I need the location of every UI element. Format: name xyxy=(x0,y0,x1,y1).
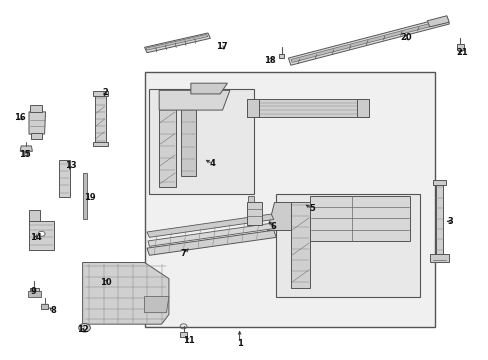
Text: 9: 9 xyxy=(31,287,37,296)
Polygon shape xyxy=(288,17,448,65)
Polygon shape xyxy=(290,19,447,62)
Polygon shape xyxy=(82,262,168,324)
Text: 1: 1 xyxy=(236,339,242,348)
Text: 17: 17 xyxy=(215,42,227,51)
Polygon shape xyxy=(93,91,108,96)
Text: 12: 12 xyxy=(77,325,88,334)
Polygon shape xyxy=(27,291,41,297)
Polygon shape xyxy=(278,54,284,58)
Polygon shape xyxy=(29,112,45,134)
Polygon shape xyxy=(427,16,448,27)
Polygon shape xyxy=(246,202,261,225)
Polygon shape xyxy=(146,35,207,50)
Text: 15: 15 xyxy=(19,150,31,159)
Text: 19: 19 xyxy=(84,193,96,202)
Circle shape xyxy=(79,323,90,332)
Polygon shape xyxy=(456,44,463,50)
FancyBboxPatch shape xyxy=(144,72,434,327)
Polygon shape xyxy=(159,94,176,187)
Text: 18: 18 xyxy=(264,56,275,65)
Text: 5: 5 xyxy=(309,204,315,213)
Circle shape xyxy=(81,325,87,330)
Polygon shape xyxy=(247,196,254,202)
Polygon shape xyxy=(23,151,29,155)
Polygon shape xyxy=(159,90,229,110)
Polygon shape xyxy=(435,184,443,255)
Polygon shape xyxy=(246,99,259,117)
Polygon shape xyxy=(41,304,48,309)
Polygon shape xyxy=(82,173,87,220)
Polygon shape xyxy=(29,211,40,221)
Text: 4: 4 xyxy=(209,159,215,168)
Text: 13: 13 xyxy=(64,161,76,170)
Text: 8: 8 xyxy=(50,306,56,315)
Polygon shape xyxy=(181,94,195,176)
Polygon shape xyxy=(30,105,42,112)
Polygon shape xyxy=(31,133,42,139)
Polygon shape xyxy=(246,99,368,117)
Polygon shape xyxy=(148,223,274,246)
Text: 16: 16 xyxy=(14,113,26,122)
Text: 3: 3 xyxy=(447,217,453,226)
Text: 7: 7 xyxy=(180,249,186,258)
Text: 20: 20 xyxy=(400,33,411,42)
Polygon shape xyxy=(429,253,448,262)
Polygon shape xyxy=(267,202,290,230)
Polygon shape xyxy=(144,33,210,53)
Polygon shape xyxy=(290,202,310,288)
Polygon shape xyxy=(432,180,446,185)
Polygon shape xyxy=(310,196,409,241)
Polygon shape xyxy=(59,160,70,197)
Polygon shape xyxy=(93,142,108,146)
Text: 2: 2 xyxy=(102,87,108,96)
Text: 21: 21 xyxy=(455,48,467,57)
Polygon shape xyxy=(144,297,168,313)
Text: 10: 10 xyxy=(100,278,111,287)
FancyBboxPatch shape xyxy=(276,194,419,297)
Text: 14: 14 xyxy=(30,233,41,242)
Polygon shape xyxy=(356,99,368,117)
Text: 11: 11 xyxy=(182,336,194,345)
FancyBboxPatch shape xyxy=(149,89,254,194)
Polygon shape xyxy=(30,288,39,292)
Polygon shape xyxy=(147,230,276,255)
Polygon shape xyxy=(20,146,32,151)
Polygon shape xyxy=(147,214,273,237)
Polygon shape xyxy=(95,94,105,144)
Polygon shape xyxy=(190,83,227,94)
Polygon shape xyxy=(180,332,186,337)
Text: 6: 6 xyxy=(270,222,276,231)
Circle shape xyxy=(38,231,45,236)
Polygon shape xyxy=(29,221,54,250)
